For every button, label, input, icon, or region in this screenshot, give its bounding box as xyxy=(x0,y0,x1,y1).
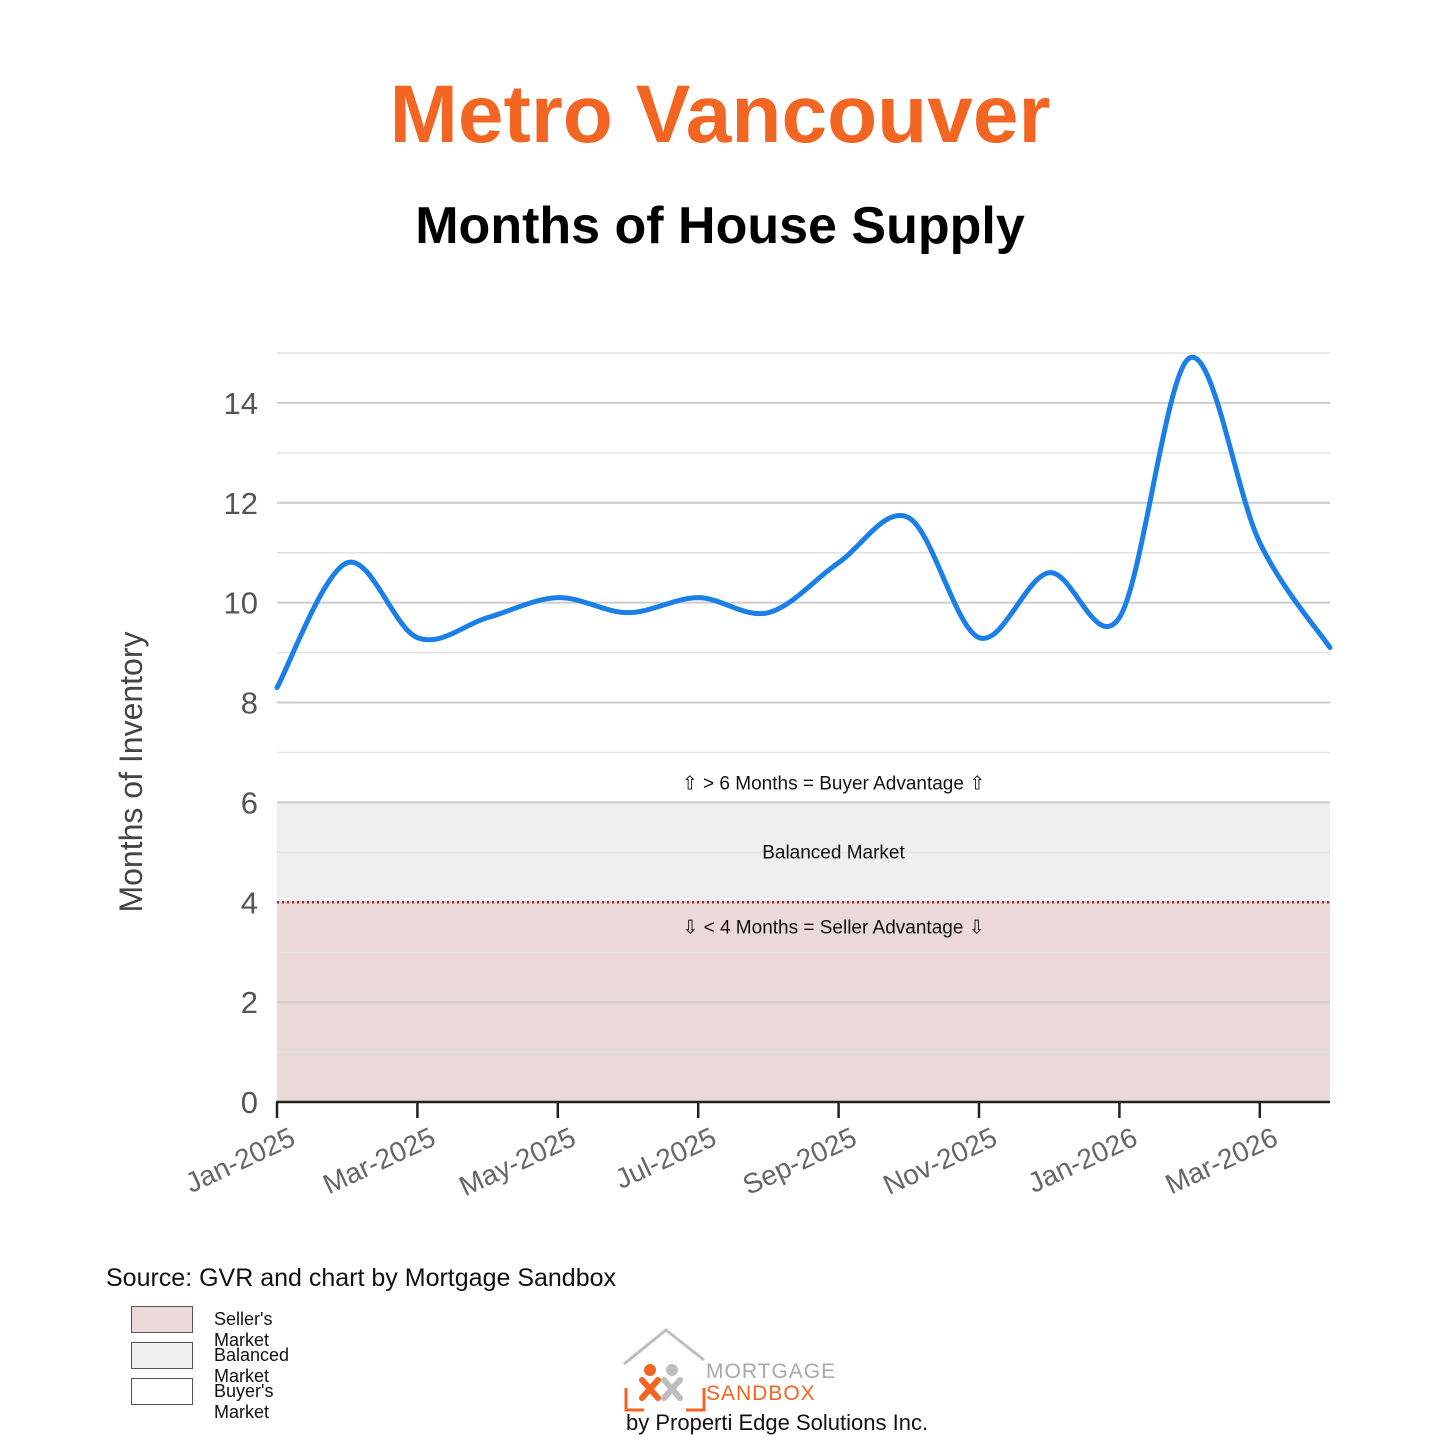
x-tick-label: Jan-2025 xyxy=(181,1121,300,1198)
y-tick-label: 2 xyxy=(241,985,258,1020)
legend-swatch-sellers-market xyxy=(131,1306,193,1333)
market-bands xyxy=(277,353,1330,1102)
source-note: Source: GVR and chart by Mortgage Sandbo… xyxy=(106,1264,617,1292)
y-tick-label: 12 xyxy=(224,486,258,521)
data-point-mar-2025 xyxy=(415,636,419,640)
balanced-market-annotation: Balanced Market xyxy=(762,842,905,863)
chart-subtitle: Months of House Supply xyxy=(415,197,1025,255)
y-tick-label: 8 xyxy=(241,686,258,721)
data-point-jun-2025 xyxy=(626,611,630,615)
house-icon xyxy=(623,1328,706,1412)
data-point-jul-2025 xyxy=(696,596,700,600)
series-line-months-of-inventory xyxy=(274,354,1333,691)
data-point-oct-2025 xyxy=(907,516,911,520)
byline: by Properti Edge Solutions Inc. xyxy=(626,1410,929,1435)
y-tick-label: 4 xyxy=(241,885,258,920)
legend-label-balanced-market: Balanced Market xyxy=(214,1345,290,1386)
x-tick-label: Jul-2025 xyxy=(610,1121,720,1194)
data-point-mar-2026 xyxy=(1258,541,1262,545)
x-tick-label: Mar-2025 xyxy=(318,1121,440,1200)
logo-text-sandbox: SANDBOX xyxy=(706,1382,816,1405)
data-point-apr-2026 xyxy=(1328,646,1332,650)
logo-text-mortgage: MORTGAGE xyxy=(706,1360,837,1383)
data-point-jan-2025 xyxy=(275,686,279,690)
market-annotations: ⇧ > 6 Months = Buyer Advantage ⇧ Balance… xyxy=(682,773,985,938)
data-point-jan-2026 xyxy=(1117,616,1121,620)
data-point-apr-2025 xyxy=(486,616,490,620)
x-tick-label: Jan-2026 xyxy=(1023,1121,1142,1198)
y-tick-label: 14 xyxy=(224,386,258,421)
data-point-aug-2025 xyxy=(766,611,770,615)
page-title: Metro Vancouver xyxy=(389,69,1051,160)
x-tick-label: May-2025 xyxy=(454,1121,580,1202)
y-tick-label: 10 xyxy=(224,586,258,621)
legend-label-buyers-market: Buyer's Market xyxy=(214,1381,274,1422)
legend-swatch-balanced-market xyxy=(131,1342,193,1369)
legend-label-sellers-market: Seller's Market xyxy=(214,1309,273,1350)
seller-advantage-annotation: ⇩ < 4 Months = Seller Advantage ⇩ xyxy=(682,917,984,938)
data-point-nov-2025 xyxy=(977,636,981,640)
y-tick-label: 0 xyxy=(241,1085,258,1120)
data-point-feb-2025 xyxy=(345,561,349,565)
data-point-sep-2025 xyxy=(837,561,841,565)
x-tick-label: Mar-2026 xyxy=(1161,1121,1283,1200)
grid-lines xyxy=(277,352,1330,1053)
y-axis-label: Months of Inventory xyxy=(113,631,149,912)
x-tick-label: Nov-2025 xyxy=(878,1121,1001,1200)
months-of-supply-chart: ⇧ > 6 Months = Buyer Advantage ⇧ Balance… xyxy=(113,352,1333,1202)
legend-swatch-buyers-market xyxy=(131,1378,193,1405)
mortgage-sandbox-logo: MORTGAGE SANDBOX xyxy=(620,1326,840,1412)
buyer-advantage-annotation: ⇧ > 6 Months = Buyer Advantage ⇧ xyxy=(682,773,985,794)
band-buyer-s-market xyxy=(277,353,1330,803)
data-point-dec-2025 xyxy=(1047,571,1051,575)
data-point-may-2025 xyxy=(556,596,560,600)
y-tick-label: 6 xyxy=(241,785,258,820)
data-point-feb-2026 xyxy=(1188,356,1192,360)
x-tick-label: Sep-2025 xyxy=(738,1121,861,1200)
series-group xyxy=(274,354,1333,691)
